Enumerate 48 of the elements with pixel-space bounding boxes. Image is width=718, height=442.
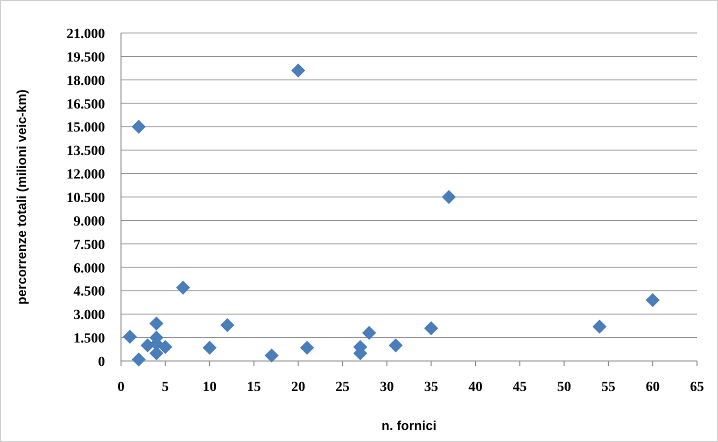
point	[176, 280, 190, 295]
point	[646, 293, 660, 308]
point	[158, 340, 172, 354]
x-tick-label: 55	[601, 380, 616, 395]
y-axis-title: percorrenze totali (milioni veic-km)	[14, 89, 29, 305]
y-tick-label: 21.000	[66, 27, 105, 42]
x-tick-label: 20	[291, 380, 306, 395]
point	[362, 326, 376, 340]
point	[300, 340, 314, 355]
y-tick-label: 18.000	[66, 74, 105, 89]
y-tick-label: 1.500	[74, 332, 105, 347]
point	[424, 321, 438, 336]
y-tick-label: 15.000	[66, 120, 105, 136]
point	[122, 330, 137, 344]
point	[220, 318, 234, 332]
x-tick-label: 40	[468, 380, 482, 395]
y-tick-label: 9.000	[74, 214, 105, 230]
x-tick-label: 30	[380, 380, 394, 395]
y-tick-label: 19.500	[66, 50, 105, 66]
x-tick-label: 10	[202, 380, 217, 395]
x-tick-label: 45	[512, 380, 527, 395]
x-tick-label: 5	[162, 380, 169, 395]
y-tick-label: 13.500	[66, 144, 105, 160]
x-axis-title: n. fornici	[382, 418, 436, 433]
y-tick-label: 10.500	[66, 191, 105, 206]
x-tick-label: 50	[557, 380, 572, 395]
point	[132, 120, 146, 134]
point	[264, 348, 279, 363]
point	[149, 316, 164, 331]
y-tick-label: 7.500	[74, 238, 105, 253]
x-tick-label: 25	[336, 380, 350, 395]
x-tick-label: 35	[424, 380, 438, 395]
point	[388, 338, 403, 352]
x-tick-label: 65	[690, 380, 704, 395]
x-tick-label: 60	[646, 380, 660, 395]
y-tick-label: 4.500	[74, 284, 105, 300]
point	[291, 63, 306, 78]
point	[132, 352, 146, 366]
x-tick-label: 0	[118, 380, 124, 395]
y-tick-label: 12.000	[66, 168, 105, 183]
point	[202, 340, 217, 355]
x-tick-label: 15	[246, 380, 261, 395]
y-tick-label: 3.000	[74, 308, 105, 324]
y-tick-label: 6.000	[74, 261, 105, 276]
y-tick-label: 0	[98, 355, 105, 370]
y-tick-label: 16.500	[66, 97, 105, 112]
point	[592, 320, 607, 334]
point	[442, 190, 456, 204]
